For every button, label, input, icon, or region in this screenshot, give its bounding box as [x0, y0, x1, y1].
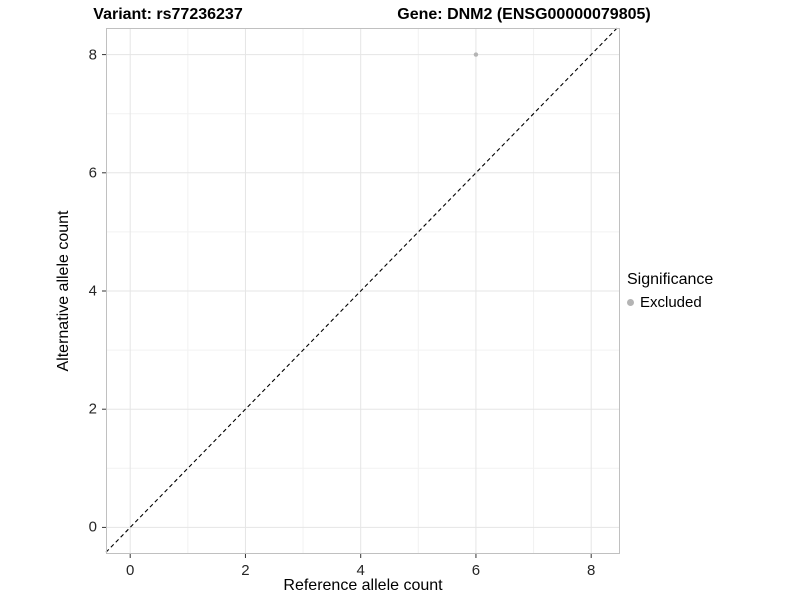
legend-title: Significance — [627, 271, 714, 288]
x-tick-label: 6 — [471, 562, 481, 579]
identity-line — [105, 27, 618, 553]
x-tick-label: 8 — [587, 562, 596, 579]
x-tick-label: 4 — [356, 562, 365, 579]
x-tick-label: 0 — [126, 562, 135, 579]
plot-title-variant: Variant: rs77236237 — [93, 6, 243, 23]
panel-border — [106, 28, 620, 554]
plot-title-gene: Gene: DNM2 (ENSG00000079805) — [397, 6, 651, 23]
y-tick-label: 6 — [88, 164, 97, 182]
x-axis-label: Reference allele count — [283, 577, 443, 594]
legend-item-excluded: Excluded — [627, 294, 713, 311]
legend: Significance Excluded — [627, 271, 713, 311]
x-tick-label: 2 — [241, 562, 250, 579]
legend-point-swatch — [627, 299, 634, 306]
y-tick-label: 8 — [88, 46, 97, 64]
y-tick-label: 2 — [88, 400, 97, 418]
y-tick-label: 4 — [88, 282, 97, 300]
y-tick-label: 0 — [88, 518, 97, 536]
legend-item-label: Excluded — [640, 294, 702, 311]
data-point — [473, 52, 479, 57]
